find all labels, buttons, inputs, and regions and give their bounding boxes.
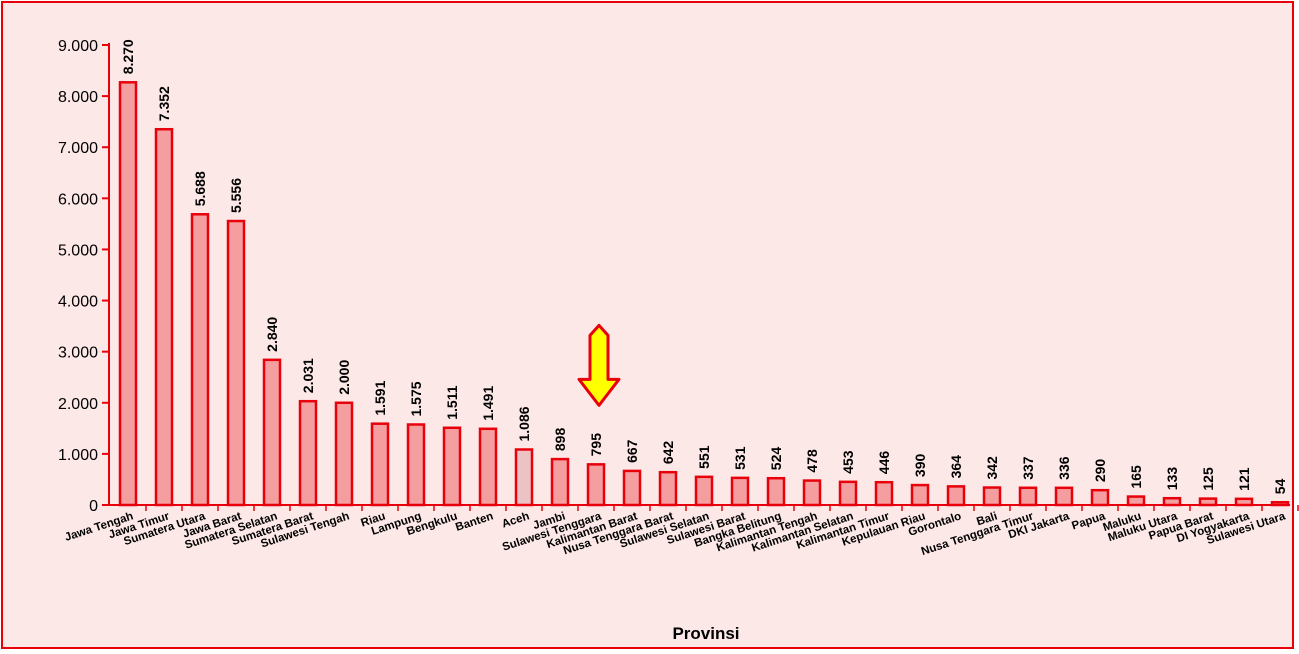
bar-kalimantan-tengah (802, 479, 822, 507)
bar-papua (1090, 488, 1110, 507)
bar-aceh (514, 448, 534, 507)
bar-maluku-utara (1162, 496, 1182, 507)
value-label: 795 (588, 433, 604, 457)
bar-kalimantan-selatan (838, 480, 858, 507)
bar-lampung (406, 423, 426, 507)
y-axis: 0 1.000 2.000 3.000 4.000 5.000 6.000 7.000 8.00… (58, 38, 109, 515)
value-label: 8.270 (120, 39, 136, 74)
value-label: 2.000 (336, 360, 352, 395)
bar-jawa-tengah (118, 81, 138, 507)
value-label: 2.031 (300, 358, 316, 393)
bar-bengkulu (442, 426, 462, 507)
y-tick-label: 1.000 (58, 447, 98, 464)
y-tick-label: 5.000 (58, 242, 98, 259)
value-label: 446 (876, 451, 892, 475)
value-label: 524 (768, 447, 784, 471)
bar-jambi (550, 457, 570, 507)
category-label: Banten (454, 510, 495, 533)
bar-gorontalo (946, 485, 966, 507)
bar-dki-jakarta (1054, 486, 1074, 507)
value-label: 642 (660, 441, 676, 465)
value-labels: 8.270 7.352 5.688 5.556 2.840 2.031 2.000 1.591… (120, 39, 1288, 494)
bar-kalimantan-barat (622, 469, 642, 507)
value-label: 337 (1020, 456, 1036, 480)
bar-nusa-tenggara-timur (1018, 486, 1038, 507)
value-label: 453 (840, 450, 856, 474)
value-label: 165 (1128, 465, 1144, 489)
value-label: 133 (1164, 467, 1180, 491)
value-label: 342 (984, 456, 1000, 480)
value-label: 390 (912, 453, 928, 477)
y-tick-label: 6.000 (58, 191, 98, 208)
bar-sulawesi-tenggara (586, 463, 606, 507)
bar-kalimantan-timur (874, 480, 894, 507)
value-label: 1.086 (516, 406, 532, 441)
bar-sulawesi-tengah (334, 401, 354, 507)
bar-banten (478, 427, 498, 507)
value-label: 667 (624, 439, 640, 463)
value-label: 1.591 (372, 380, 388, 415)
value-label: 364 (948, 455, 964, 479)
value-label: 898 (552, 428, 568, 452)
bar-bali (982, 486, 1002, 507)
value-label: 5.556 (228, 178, 244, 213)
value-label: 551 (696, 445, 712, 469)
value-label: 1.491 (480, 386, 496, 421)
y-tick-label: 8.000 (58, 89, 98, 106)
bar-nusa-tenggara-barat (658, 470, 678, 507)
value-label: 5.688 (192, 171, 208, 206)
bars (118, 81, 1299, 511)
value-label: 7.352 (156, 86, 172, 121)
bar-bangka-belitung (766, 476, 786, 507)
value-label: 2.840 (264, 317, 280, 352)
value-label: 54 (1272, 478, 1288, 494)
bar-sulawesi-barat (730, 476, 750, 507)
category-label: Aceh (500, 510, 530, 530)
value-label: 125 (1200, 467, 1216, 491)
y-tick-label: 2.000 (58, 396, 98, 413)
bar-sulawesi-selatan (694, 475, 714, 507)
y-tick-label: 3.000 (58, 345, 98, 362)
bar-jawa-timur (154, 127, 174, 507)
bar-kepulauan-riau (910, 483, 930, 507)
bar-jawa-barat (226, 219, 246, 507)
bar-sumatera-selatan (262, 358, 282, 507)
value-label: 336 (1056, 456, 1072, 480)
down-arrow-shape (577, 323, 621, 407)
value-label: 478 (804, 449, 820, 473)
value-label: 531 (732, 446, 748, 470)
y-tick-label: 7.000 (58, 140, 98, 157)
value-label: 1.511 (444, 385, 460, 419)
bar-sumatera-barat (298, 399, 318, 507)
value-label: 1.575 (408, 381, 424, 416)
y-tick-label: 0 (89, 498, 98, 515)
value-label: 121 (1236, 467, 1252, 491)
category-label: Papua (1070, 510, 1107, 532)
bar-riau (370, 422, 390, 507)
bar-sumatera-utara (190, 213, 210, 507)
bar-maluku (1126, 495, 1146, 507)
x-axis-title: Provinsi (672, 624, 739, 643)
y-tick-label: 9.000 (58, 38, 98, 55)
y-tick-label: 4.000 (58, 294, 98, 311)
down-arrow-icon (577, 323, 621, 407)
value-label: 290 (1092, 459, 1108, 483)
